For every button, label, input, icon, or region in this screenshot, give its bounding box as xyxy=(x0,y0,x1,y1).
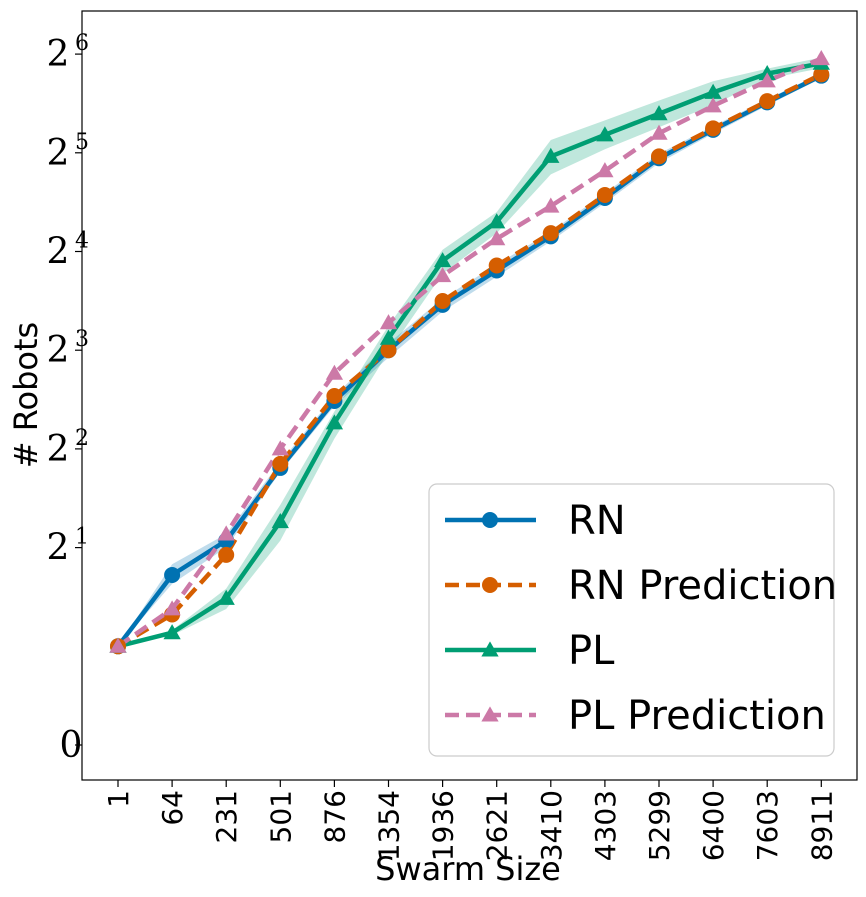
x-tick-label: 4303 xyxy=(589,790,622,861)
x-tick-label: 64 xyxy=(156,790,189,826)
rn-prediction-point xyxy=(218,546,235,563)
y-tick-exponent: 1 xyxy=(75,525,89,550)
pl-line xyxy=(117,61,822,649)
x-axis-ticks: 1 64 231 501 876 1354 1936 2621 3410 4303 5299 6400… xyxy=(102,780,838,861)
rn-prediction-point xyxy=(813,66,830,83)
pl-prediction-point xyxy=(109,637,127,653)
x-tick-label: 501 xyxy=(264,790,297,843)
rn-point xyxy=(164,566,181,583)
rn-prediction-point xyxy=(705,120,722,137)
legend-label-pl-prediction: PL Prediction xyxy=(568,693,826,739)
legend-label-rn-prediction: RN Prediction xyxy=(568,563,837,609)
pl-prediction-point xyxy=(163,600,181,616)
rn-prediction-line xyxy=(116,72,823,649)
rn-prediction-point xyxy=(759,93,776,110)
legend-frame xyxy=(428,483,835,757)
rn-prediction-point xyxy=(326,387,343,404)
y-tick-label: 2 xyxy=(47,330,70,371)
x-tick-label: 1 xyxy=(102,790,135,808)
x-tick-label: 3410 xyxy=(535,790,568,861)
legend-label-rn: RN xyxy=(568,498,626,544)
y-tick-exponent: 3 xyxy=(75,327,89,352)
pl-point xyxy=(488,213,506,229)
pl-prediction-point xyxy=(379,314,398,330)
legend-label-pl: PL xyxy=(568,628,615,674)
pl-prediction-point xyxy=(650,124,668,140)
pl-prediction-point xyxy=(758,72,776,88)
pl-point xyxy=(433,252,452,268)
pl-point xyxy=(596,126,614,142)
series-markers xyxy=(109,49,830,655)
y-tick-exponent: 5 xyxy=(75,130,89,155)
y-tick-label: 2 xyxy=(47,34,70,75)
x-tick-label: 7603 xyxy=(751,790,784,861)
y-tick-exponent: 2 xyxy=(75,426,89,451)
pl-prediction-line xyxy=(116,56,823,649)
x-tick-label: 6400 xyxy=(697,790,730,861)
pl-prediction-point xyxy=(596,162,614,178)
y-tick-label: 2 xyxy=(47,429,70,470)
rn-prediction-point xyxy=(272,455,289,472)
y-axis-ticks: 02 12 22 32 42 52 6 xyxy=(47,31,89,766)
pl-prediction-point xyxy=(271,440,289,456)
y-axis-title: # Robots xyxy=(7,322,45,468)
x-axis-title: Swarm Size xyxy=(375,850,561,888)
y-tick-exponent: 6 xyxy=(75,31,89,56)
x-tick-label: 876 xyxy=(318,790,351,843)
pl-prediction-point xyxy=(325,364,344,380)
x-tick-label: 1354 xyxy=(373,790,406,861)
x-tick-label: 1936 xyxy=(427,790,460,861)
pl-prediction-point xyxy=(812,49,830,66)
pl-prediction-point xyxy=(704,97,722,113)
rn-prediction-point xyxy=(380,342,397,359)
legend-marker-rn xyxy=(482,512,498,528)
x-tick-label: 5299 xyxy=(643,790,676,861)
pl-point xyxy=(542,147,560,163)
pl-point xyxy=(325,414,344,430)
rn-prediction-point xyxy=(542,225,559,242)
pl-point xyxy=(704,83,722,99)
pl-point xyxy=(650,105,668,121)
pl-point xyxy=(163,624,181,640)
plot-frame xyxy=(81,10,858,781)
legend-marker-rn-prediction xyxy=(482,577,498,593)
pl-prediction-point xyxy=(217,525,235,541)
y-tick-label: 2 xyxy=(47,232,70,273)
pl-prediction-point xyxy=(488,230,506,246)
rn-prediction-point xyxy=(596,186,613,203)
legend-marker-pl-prediction xyxy=(481,706,499,722)
rn-prediction-point xyxy=(488,257,505,274)
x-tick-label: 8911 xyxy=(805,790,838,861)
x-tick-label: 2621 xyxy=(481,790,514,861)
y-tick-exponent: 4 xyxy=(75,229,89,254)
y-tick-label: 0 xyxy=(60,725,83,766)
pl-point xyxy=(271,513,289,529)
series-lines xyxy=(116,56,823,649)
y-tick-label: 2 xyxy=(47,133,70,174)
legend: RN RN Prediction PL PL Prediction xyxy=(428,483,837,757)
pl-prediction-point xyxy=(542,197,560,213)
pl-point xyxy=(217,589,235,605)
rn-prediction-point xyxy=(651,148,667,165)
pl-point xyxy=(379,329,398,345)
y-tick-label: 2 xyxy=(47,528,70,569)
pl-prediction-point xyxy=(433,267,452,283)
x-tick-label: 231 xyxy=(210,790,243,843)
legend-marker-pl xyxy=(481,641,499,657)
rn-prediction-point xyxy=(434,293,451,310)
